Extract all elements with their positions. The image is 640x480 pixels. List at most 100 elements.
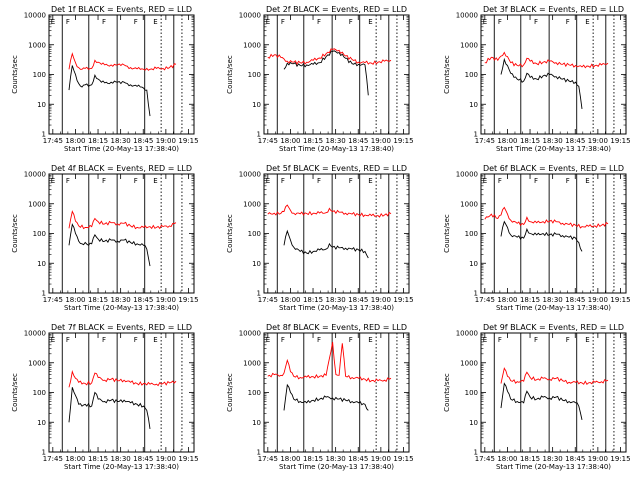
y-tick-label: 1000 <box>28 200 46 208</box>
x-tick-label: 19:00 <box>156 296 176 304</box>
segment-label: F <box>349 18 353 26</box>
segment-label: F <box>566 177 570 185</box>
plot-frame <box>480 14 627 135</box>
panel-title: Det 2f BLACK = Events, RED = LLD <box>266 5 407 14</box>
plot-frame <box>48 332 195 453</box>
x-tick-label: 18:30 <box>111 137 131 145</box>
segment-label: F <box>566 336 570 344</box>
y-axis-label: Counts/sec <box>11 214 19 253</box>
y-axis-label: Counts/sec <box>443 373 451 412</box>
panel-title: Det 5f BLACK = Events, RED = LLD <box>266 164 407 173</box>
segment-label: E <box>266 336 270 344</box>
segment-label: E <box>368 177 372 185</box>
segment-label: F <box>66 336 70 344</box>
detector-panel-3: Det 3f BLACK = Events, RED = LLD 1 10 100 10… <box>443 5 631 153</box>
segment-label: F <box>134 18 138 26</box>
x-tick-label: 17:45 <box>258 455 278 463</box>
y-tick-label: 10 <box>469 101 478 109</box>
x-tick-label: 18:15 <box>303 296 323 304</box>
x-tick-label: 18:00 <box>280 455 300 463</box>
x-tick-label: 19:15 <box>178 296 198 304</box>
x-tick-label: 18:45 <box>348 137 368 145</box>
segment-label: F <box>534 18 538 26</box>
x-tick-label: 17:45 <box>258 296 278 304</box>
y-tick-label: 1 <box>474 290 478 298</box>
x-tick-label: 18:15 <box>88 296 108 304</box>
segment-label: F <box>498 336 502 344</box>
segment-label: F <box>281 18 285 26</box>
y-tick-label: 1 <box>42 131 46 139</box>
segment-label: E <box>266 177 270 185</box>
y-axis-label: Counts/sec <box>226 55 234 94</box>
lld-series-line <box>68 370 177 388</box>
x-tick-label: 18:45 <box>348 455 368 463</box>
x-tick-label: 18:15 <box>520 137 540 145</box>
y-tick-label: 100 <box>465 71 478 79</box>
x-tick-label: 18:30 <box>326 137 346 145</box>
x-tick-label: 19:15 <box>393 455 413 463</box>
x-tick-label: 18:00 <box>280 137 300 145</box>
x-tick-label: 18:45 <box>565 455 585 463</box>
x-tick-label: 18:45 <box>348 296 368 304</box>
y-tick-label: 1 <box>257 290 261 298</box>
y-tick-label: 1000 <box>28 359 46 367</box>
segment-label: E <box>51 18 55 26</box>
x-tick-label: 19:15 <box>178 137 198 145</box>
y-tick-label: 1000 <box>243 359 261 367</box>
segment-label: F <box>317 177 321 185</box>
lld-series-line <box>500 367 609 386</box>
y-tick-label: 100 <box>248 230 261 238</box>
segment-label: E <box>153 18 157 26</box>
events-series-line <box>68 387 151 429</box>
y-tick-label: 1 <box>42 290 46 298</box>
x-tick-label: 18:15 <box>520 296 540 304</box>
y-tick-label: 100 <box>465 389 478 397</box>
x-axis-label: Start Time (20-May-13 17:38:40) <box>64 304 179 312</box>
x-tick-label: 18:30 <box>326 296 346 304</box>
segment-label: F <box>102 336 106 344</box>
segment-label: F <box>66 177 70 185</box>
lld-series-line <box>68 210 177 230</box>
segment-label: F <box>349 336 353 344</box>
y-axis-label: Counts/sec <box>11 373 19 412</box>
x-tick-label: 18:15 <box>88 455 108 463</box>
x-tick-label: 18:30 <box>111 296 131 304</box>
x-tick-label: 18:00 <box>497 455 517 463</box>
y-tick-label: 1000 <box>460 41 478 49</box>
x-tick-label: 18:30 <box>543 296 563 304</box>
events-series-line <box>283 50 369 96</box>
events-series-line <box>500 382 583 420</box>
segment-label: F <box>281 177 285 185</box>
segment-label: E <box>51 177 55 185</box>
x-tick-label: 19:00 <box>156 137 176 145</box>
x-tick-label: 19:15 <box>610 137 630 145</box>
segment-label: E <box>368 18 372 26</box>
panel-title: Det 7f BLACK = Events, RED = LLD <box>51 323 192 332</box>
x-tick-label: 18:30 <box>543 455 563 463</box>
x-tick-label: 18:45 <box>565 296 585 304</box>
x-tick-label: 18:45 <box>133 137 153 145</box>
x-tick-label: 17:45 <box>475 455 495 463</box>
plot-frame <box>263 14 410 135</box>
y-axis-label: Counts/sec <box>443 214 451 253</box>
x-axis-label: Start Time (20-May-13 17:38:40) <box>279 145 394 153</box>
x-tick-label: 18:00 <box>497 137 517 145</box>
segment-label: E <box>153 336 157 344</box>
x-tick-label: 19:00 <box>588 137 608 145</box>
y-tick-label: 100 <box>465 230 478 238</box>
segment-label: E <box>368 336 372 344</box>
panel-title: Det 9f BLACK = Events, RED = LLD <box>483 323 624 332</box>
y-tick-label: 10000 <box>239 12 261 20</box>
x-tick-label: 17:45 <box>43 455 63 463</box>
x-tick-label: 17:45 <box>43 137 63 145</box>
panel-title: Det 4f BLACK = Events, RED = LLD <box>51 164 192 173</box>
segment-label: E <box>585 177 589 185</box>
y-tick-label: 1000 <box>243 41 261 49</box>
x-tick-label: 19:00 <box>156 455 176 463</box>
x-tick-label: 18:15 <box>520 455 540 463</box>
segment-label: E <box>153 177 157 185</box>
y-tick-label: 10000 <box>456 171 478 179</box>
segment-label: F <box>281 336 285 344</box>
events-series-line <box>283 383 369 411</box>
